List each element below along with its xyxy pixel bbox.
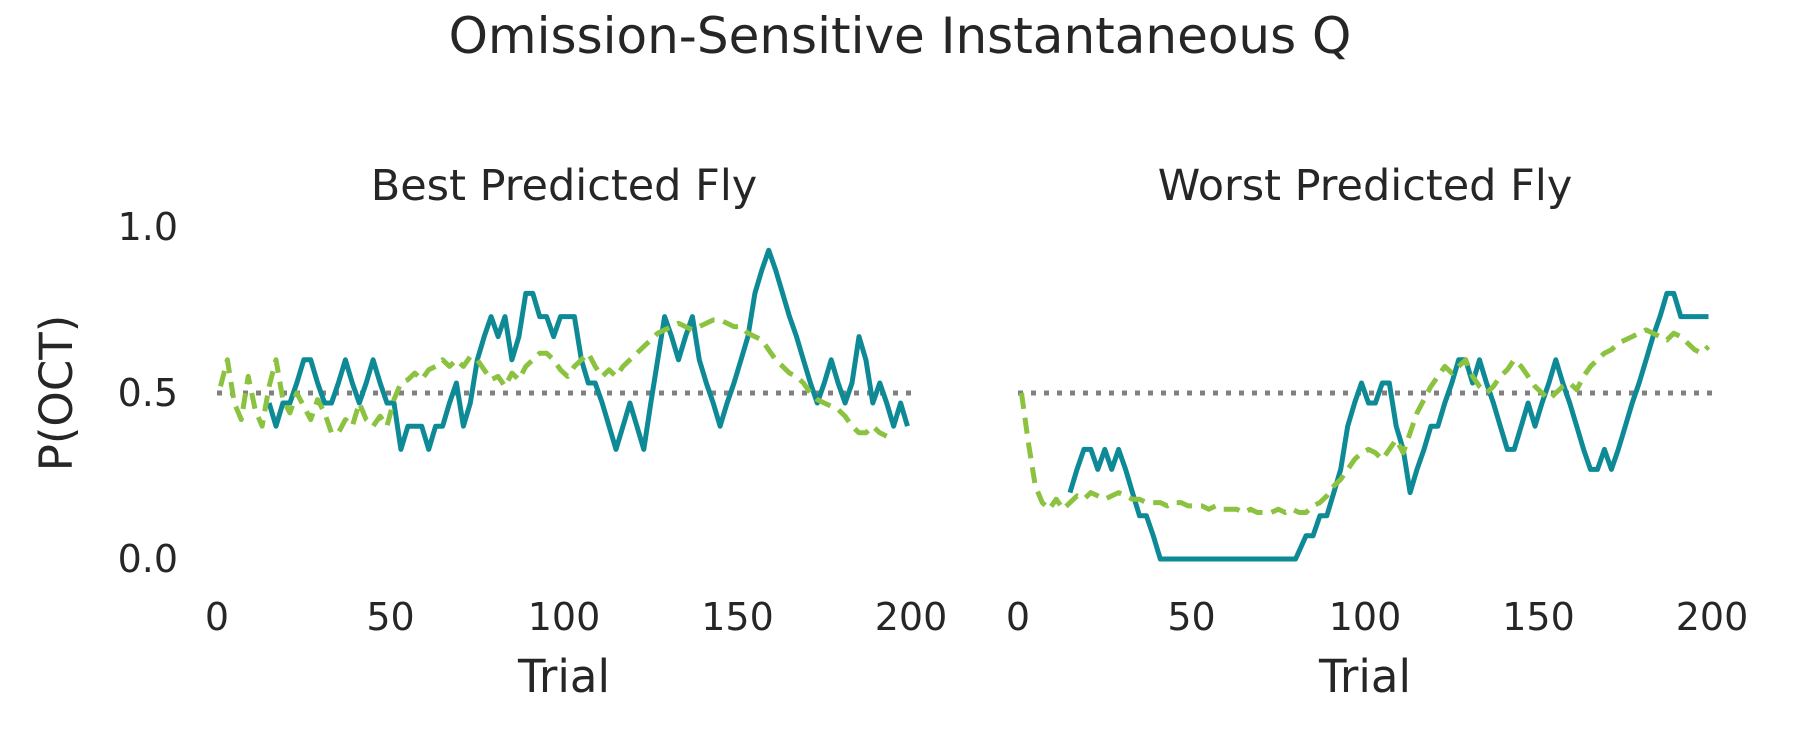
observed-series-line xyxy=(266,247,910,452)
x-axis-label: Trial xyxy=(517,650,610,703)
x-tick-label: 150 xyxy=(701,595,774,639)
panel-worst-predicted-fly: Worst Predicted Fly 0 50 100 150 200 Trial xyxy=(1006,161,1748,703)
x-tick-label: 200 xyxy=(1676,595,1749,639)
figure-title: Omission-Sensitive Instantaneous Q xyxy=(449,7,1352,65)
x-tick-label: 0 xyxy=(1006,595,1030,639)
panel-title: Best Predicted Fly xyxy=(371,161,758,211)
x-tick-label: 100 xyxy=(1329,595,1402,639)
x-tick-label: 100 xyxy=(528,595,601,639)
y-tick-label: 1.0 xyxy=(118,205,178,249)
observed-series-line xyxy=(1067,290,1709,562)
x-axis-label: Trial xyxy=(1318,650,1411,703)
y-axis-label: P(OCT) xyxy=(30,315,83,472)
x-tick-label: 0 xyxy=(205,595,229,639)
x-tick-label: 50 xyxy=(366,595,414,639)
predicted-series-line xyxy=(1019,327,1711,515)
y-tick-label: 0.5 xyxy=(118,371,178,415)
panel-title: Worst Predicted Fly xyxy=(1158,161,1573,211)
panel-best-predicted-fly: Best Predicted Fly 0 50 100 150 200 0.0 0.5 1.0 T… xyxy=(30,161,947,703)
x-tick-label: 200 xyxy=(875,595,948,639)
y-tick-label: 0.0 xyxy=(118,537,178,581)
x-tick-label: 50 xyxy=(1167,595,1215,639)
x-tick-label: 150 xyxy=(1502,595,1575,639)
